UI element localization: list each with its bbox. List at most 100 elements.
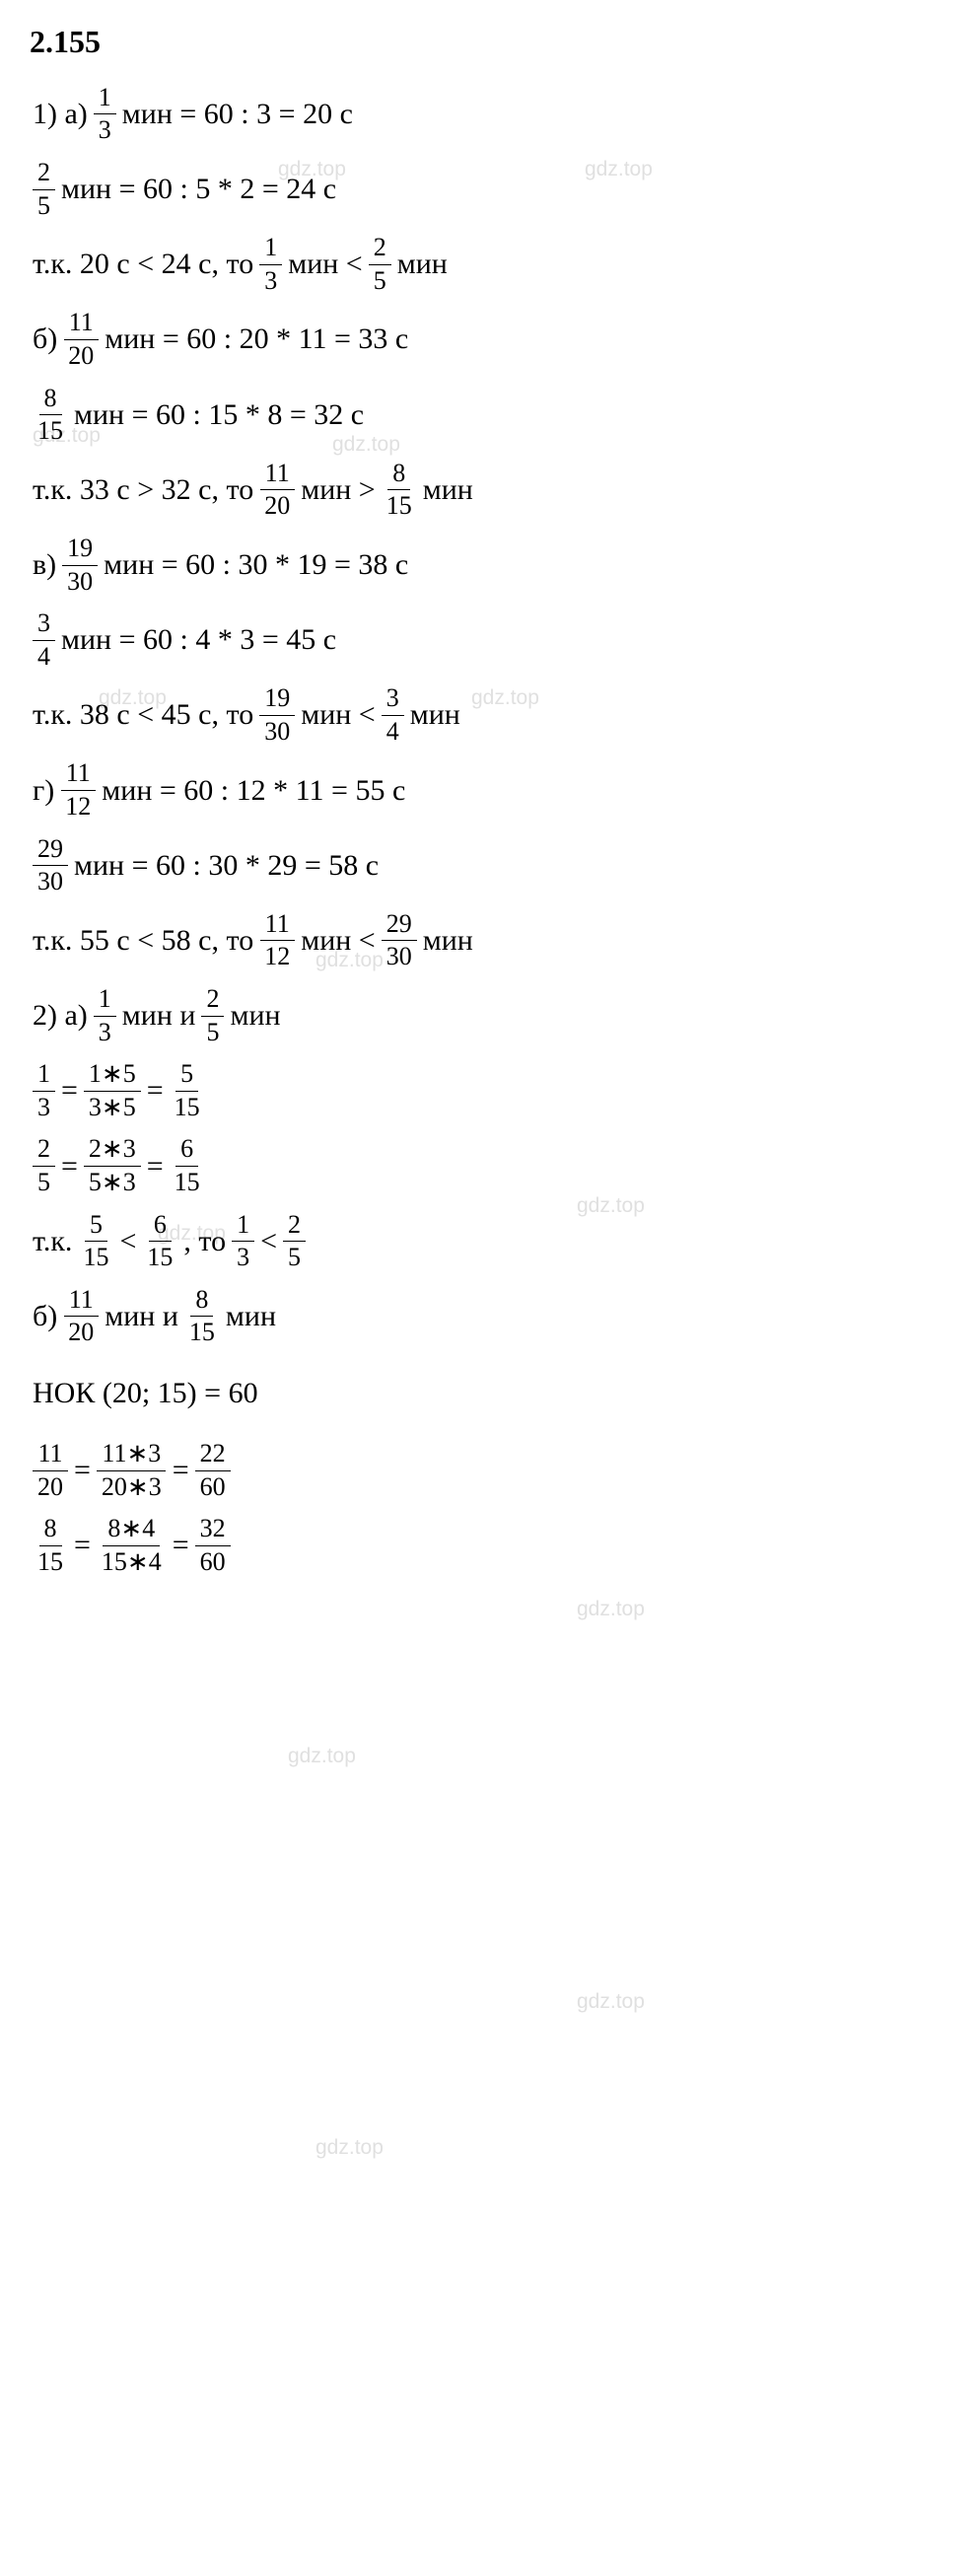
fraction: 2 5	[283, 1211, 306, 1272]
fraction: 8∗4 15∗4	[97, 1515, 167, 1576]
denominator: 15	[170, 1092, 205, 1122]
denominator: 15	[33, 415, 68, 446]
numerator: 11	[33, 1440, 67, 1471]
text: б)	[33, 319, 57, 360]
fraction: 11 20	[259, 460, 295, 521]
fraction: 32 60	[195, 1515, 231, 1576]
text: =	[61, 1070, 78, 1111]
fraction: 2 5	[369, 234, 391, 295]
numerator: 2	[283, 1211, 306, 1243]
text: мин <	[288, 244, 363, 285]
fraction: 11 12	[60, 759, 96, 821]
line-6: т.к. 33 с > 32 с, то 11 20 мин > 8 15 ми…	[30, 460, 950, 521]
denominator: 3	[232, 1242, 254, 1272]
denominator: 15	[142, 1242, 177, 1272]
denominator: 60	[195, 1471, 231, 1502]
fraction: 19 30	[62, 535, 98, 596]
numerator: 19	[259, 684, 295, 716]
denominator: 30	[33, 866, 68, 896]
text: т.к. 38 с < 45 с, то	[33, 694, 253, 736]
text: мин = 60 : 30 * 19 = 38 с	[104, 544, 408, 586]
numerator: 5	[175, 1060, 198, 1092]
numerator: 22	[195, 1440, 231, 1471]
fraction: 11 20	[63, 309, 99, 370]
denominator: 15∗4	[97, 1546, 167, 1577]
numerator: 2∗3	[84, 1135, 141, 1167]
fraction: 1 3	[259, 234, 282, 295]
numerator: 11	[260, 460, 295, 491]
denominator: 3	[259, 265, 282, 296]
fraction: 5 15	[170, 1060, 205, 1121]
text: мин	[230, 995, 280, 1037]
text: <	[119, 1221, 136, 1262]
line-20: 8 15 = 8∗4 15∗4 = 32 60	[30, 1515, 950, 1576]
denominator: 3∗5	[84, 1092, 141, 1122]
line-15: 2 5 = 2∗3 5∗3 = 6 15	[30, 1135, 950, 1196]
text: =	[61, 1146, 78, 1187]
text: =	[74, 1525, 91, 1566]
denominator: 4	[33, 641, 55, 672]
denominator: 5	[201, 1017, 224, 1047]
numerator: 3	[33, 609, 55, 641]
fraction: 8 15	[33, 1515, 68, 1576]
numerator: 11	[61, 759, 96, 791]
denominator: 4	[382, 716, 404, 747]
numerator: 32	[195, 1515, 231, 1546]
numerator: 6	[149, 1211, 172, 1243]
fraction: 19 30	[259, 684, 295, 746]
denominator: 30	[62, 566, 98, 597]
text: =	[147, 1146, 164, 1187]
denominator: 5	[33, 1167, 55, 1197]
fraction: 5 15	[78, 1211, 113, 1272]
numerator: 8	[39, 1515, 62, 1546]
line-8: 3 4 мин = 60 : 4 * 3 = 45 с	[30, 609, 950, 671]
text: мин	[410, 694, 460, 736]
denominator: 20	[63, 340, 99, 371]
text: 2) а)	[33, 995, 88, 1037]
numerator: 11	[64, 1286, 99, 1318]
text: мин = 60 : 3 = 20 с	[122, 94, 353, 135]
numerator: 1∗5	[84, 1060, 141, 1092]
watermark: gdz.top	[288, 1742, 356, 1770]
line-1: 1) а) 1 3 мин = 60 : 3 = 20 с	[30, 84, 950, 145]
watermark: gdz.top	[577, 1595, 645, 1623]
denominator: 15	[382, 490, 417, 521]
fraction: 8 15	[33, 385, 68, 446]
fraction: 3 4	[33, 609, 55, 671]
text: мин и	[105, 1296, 178, 1337]
fraction: 6 15	[142, 1211, 177, 1272]
fraction: 29 30	[382, 910, 417, 971]
denominator: 60	[195, 1546, 231, 1577]
line-11: 29 30 мин = 60 : 30 * 29 = 58 с	[30, 835, 950, 896]
text: =	[147, 1070, 164, 1111]
denominator: 30	[259, 716, 295, 747]
denominator: 12	[259, 941, 295, 971]
denominator: 3	[94, 114, 116, 145]
fraction: 11 20	[63, 1286, 99, 1347]
problem-heading: 2.155	[30, 20, 950, 64]
denominator: 20	[33, 1471, 68, 1502]
fraction: 1 3	[232, 1211, 254, 1272]
text: <	[260, 1221, 277, 1262]
numerator: 3	[382, 684, 404, 716]
fraction: 22 60	[195, 1440, 231, 1501]
text: , то	[183, 1221, 226, 1262]
text: т.к.	[33, 1221, 72, 1262]
fraction: 1 3	[94, 985, 116, 1046]
denominator: 15	[184, 1317, 220, 1347]
line-3: т.к. 20 с < 24 с, то 1 3 мин < 2 5 мин	[30, 234, 950, 295]
numerator: 11	[260, 910, 295, 942]
numerator: 6	[175, 1135, 198, 1167]
text: мин и	[122, 995, 196, 1037]
denominator: 5	[283, 1242, 306, 1272]
numerator: 8	[190, 1286, 213, 1318]
line-5: 8 15 мин = 60 : 15 * 8 = 32 с	[30, 385, 950, 446]
text: =	[74, 1450, 91, 1491]
fraction: 1 3	[94, 84, 116, 145]
fraction: 11 12	[259, 910, 295, 971]
text: НОК (20; 15) = 60	[33, 1373, 258, 1414]
text: мин >	[301, 469, 376, 511]
line-18: НОК (20; 15) = 60	[30, 1361, 950, 1426]
text: мин = 60 : 4 * 3 = 45 с	[61, 619, 336, 661]
fraction: 2 5	[201, 985, 224, 1046]
